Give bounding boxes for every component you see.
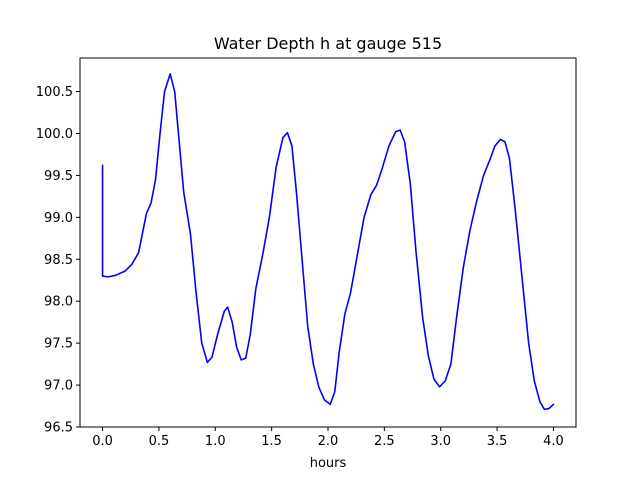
series-layer	[101, 73, 555, 411]
x-tick-label: 3.0	[430, 434, 451, 449]
x-tick-label: 2.0	[318, 434, 339, 449]
x-axis-label: hours	[310, 456, 347, 471]
chart-title: Water Depth h at gauge 515	[214, 34, 442, 53]
y-tick-label: 98.5	[44, 253, 73, 268]
y-axis-ticks: 96.5 97.0 97.5 98.0 98.5 99.0 99.5 100.0 100.5	[36, 85, 80, 436]
x-tick-label: 2.5	[374, 434, 395, 449]
y-tick-label: 96.5	[44, 421, 73, 436]
x-tick-label: 0.5	[149, 434, 170, 449]
x-axis-ticks: 0.0 0.5 1.0 1.5 2.0 2.5 3.0 3.5 4.0	[92, 427, 564, 449]
y-tick-label: 99.5	[44, 169, 73, 184]
x-tick-label: 4.0	[543, 434, 564, 449]
y-tick-label: 97.5	[44, 337, 73, 352]
y-tick-label: 99.0	[44, 211, 73, 226]
y-tick-label: 100.5	[36, 85, 73, 100]
x-tick-label: 0.0	[92, 434, 113, 449]
x-tick-label: 1.5	[261, 434, 282, 449]
y-tick-label: 97.0	[44, 379, 73, 394]
x-tick-label: 3.5	[487, 434, 508, 449]
y-tick-label: 100.0	[36, 127, 73, 142]
series-line-0	[101, 73, 555, 411]
x-tick-label: 1.0	[205, 434, 226, 449]
y-tick-label: 98.0	[44, 295, 73, 310]
plot-area	[80, 58, 576, 427]
